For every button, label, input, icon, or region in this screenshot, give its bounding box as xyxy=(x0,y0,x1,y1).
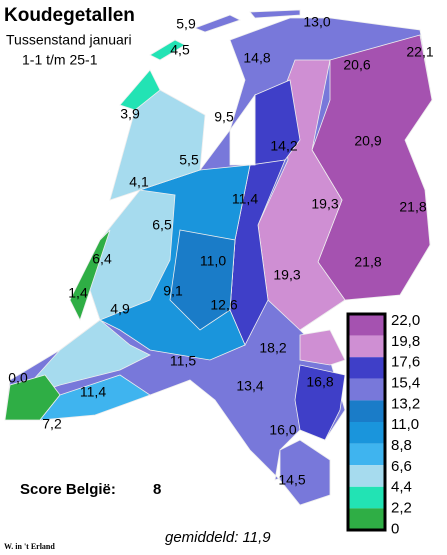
legend-swatch xyxy=(348,314,385,336)
legend-label: 22,0 xyxy=(391,312,420,329)
region-value: 22,1 xyxy=(406,44,433,60)
legend-swatch xyxy=(348,465,385,487)
region-value: 11,5 xyxy=(170,353,196,369)
region-value: 0,0 xyxy=(8,370,28,386)
region-value: 19,3 xyxy=(273,267,300,283)
legend-swatch xyxy=(348,508,385,530)
region-value: 14,5 xyxy=(278,472,305,488)
legend-swatch xyxy=(348,400,385,422)
legend-label: 0 xyxy=(391,520,399,537)
region-value: 20,6 xyxy=(343,57,370,73)
legend-swatch xyxy=(348,378,385,401)
region-value: 21,8 xyxy=(354,254,381,270)
region-value: 1,4 xyxy=(68,285,88,301)
region-value: 18,2 xyxy=(259,340,286,356)
legend-label: 15,4 xyxy=(391,375,420,392)
region-value: 14,8 xyxy=(243,50,270,66)
legend-label: 4,4 xyxy=(391,479,412,496)
region-value: 16,0 xyxy=(269,422,296,438)
legend-label: 6,6 xyxy=(391,458,412,475)
region-value: 20,9 xyxy=(354,133,381,149)
region-labels: 5,9 13,0 4,5 22,1 14,8 20,6 3,9 9,5 14,2… xyxy=(8,14,434,488)
subtitle: Tussenstand januari xyxy=(6,32,132,48)
credit: W. in 't Erland xyxy=(4,542,55,551)
legend-swatch xyxy=(348,357,385,379)
legend-swatch xyxy=(348,422,385,444)
region-value: 19,3 xyxy=(311,196,338,212)
region-value: 4,5 xyxy=(170,42,190,58)
legend: 22,0 19,8 17,6 15,4 13,2 11,0 8,8 6,6 4,4 2,2 0 xyxy=(346,312,420,537)
region-value: 3,9 xyxy=(120,106,140,122)
region-value: 6,4 xyxy=(92,251,112,267)
region-value: 7,2 xyxy=(42,416,62,432)
legend-swatch xyxy=(348,443,385,466)
region-value: 16,8 xyxy=(306,374,333,390)
region-value: 11,4 xyxy=(80,384,106,400)
legend-label: 17,6 xyxy=(391,354,420,371)
legend-label: 8,8 xyxy=(391,437,412,454)
period: 1-1 t/m 25-1 xyxy=(22,52,98,68)
region-value: 5,9 xyxy=(176,16,196,32)
region-value: 13,0 xyxy=(303,14,330,30)
region-value: 12,6 xyxy=(210,297,237,313)
legend-label: 2,2 xyxy=(391,500,412,517)
legend-swatch xyxy=(348,335,385,358)
legend-swatch xyxy=(348,486,385,509)
legend-frame xyxy=(346,312,387,532)
region-value: 5,5 xyxy=(179,152,199,168)
region-value: 9,5 xyxy=(214,109,234,125)
legend-label: 13,2 xyxy=(391,395,420,412)
legend-label: 19,8 xyxy=(391,333,420,350)
region-value: 9,1 xyxy=(163,283,183,299)
region-value: 21,8 xyxy=(399,199,426,215)
region-value: 11,0 xyxy=(200,253,226,269)
map xyxy=(4,9,433,506)
average: gemiddeld: 11,9 xyxy=(165,529,271,546)
region-value: 6,5 xyxy=(152,217,172,233)
score-label: Score België: xyxy=(20,481,116,498)
region-value: 13,4 xyxy=(236,378,263,394)
region-value: 11,4 xyxy=(232,191,258,207)
region-value: 4,9 xyxy=(110,301,130,317)
legend-label: 11,0 xyxy=(391,416,419,433)
region-value: 4,1 xyxy=(129,174,149,190)
title: Koudegetallen xyxy=(4,5,135,26)
region-value: 14,2 xyxy=(270,138,297,154)
score-value: 8 xyxy=(153,481,161,498)
